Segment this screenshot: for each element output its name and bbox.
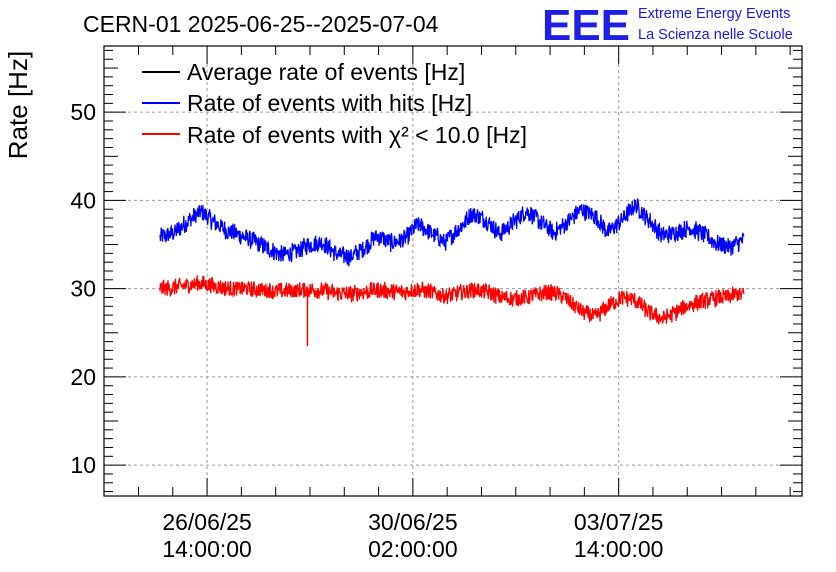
legend-label-average: Average rate of events [Hz] xyxy=(187,59,465,85)
chart-title: CERN-01 2025-06-25--2025-07-04 xyxy=(83,11,439,37)
eee-logo-line1: Extreme Energy Events xyxy=(638,6,790,22)
grid-layer xyxy=(104,46,802,496)
x-tick-label-time: 14:00:00 xyxy=(162,536,252,562)
y-tick-label: 50 xyxy=(70,99,96,125)
eee-logo-line2: La Scienza nelle Scuole xyxy=(638,27,793,43)
x-tick-label-date: 26/06/25 xyxy=(162,509,252,535)
series-layer xyxy=(159,198,745,346)
legend: Average rate of events [Hz] Rate of even… xyxy=(142,59,527,148)
y-tick-label: 40 xyxy=(70,187,96,213)
y-tick-label: 20 xyxy=(70,364,96,390)
series-line-1 xyxy=(159,198,745,267)
x-tick-label-date: 30/06/25 xyxy=(368,509,458,535)
y-tick-label: 10 xyxy=(70,452,96,478)
y-tick-label: 30 xyxy=(70,276,96,302)
eee-logo-mark: EEE xyxy=(542,1,630,50)
x-tick-label-time: 14:00:00 xyxy=(574,536,664,562)
legend-label-hits: Rate of events with hits [Hz] xyxy=(187,90,472,116)
x-tick-label-time: 02:00:00 xyxy=(368,536,458,562)
y-axis-label: Rate [Hz] xyxy=(3,51,33,159)
legend-label-chi2: Rate of events with χ² < 10.0 [Hz] xyxy=(187,122,527,148)
eee-logo: EEE Extreme Energy Events La Scienza nel… xyxy=(542,1,793,50)
series-line-2 xyxy=(159,275,745,325)
tick-layer: 102030405026/06/2514:00:0030/06/2502:00:… xyxy=(70,46,802,562)
x-tick-label-date: 03/07/25 xyxy=(574,509,664,535)
